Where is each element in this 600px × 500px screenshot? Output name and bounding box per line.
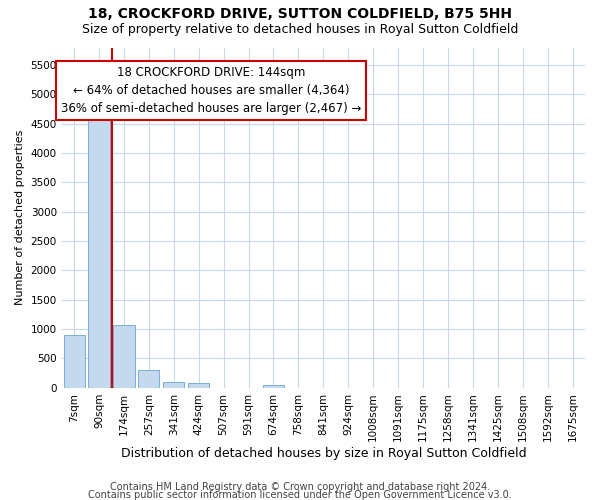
Bar: [163, 382, 184, 388]
Bar: [138, 370, 160, 388]
Bar: [88, 118, 110, 388]
X-axis label: Distribution of detached houses by size in Royal Sutton Coldfield: Distribution of detached houses by size …: [121, 447, 526, 460]
Text: Size of property relative to detached houses in Royal Sutton Coldfield: Size of property relative to detached ho…: [82, 22, 518, 36]
Bar: [263, 384, 284, 388]
Bar: [64, 335, 85, 388]
Text: 18, CROCKFORD DRIVE, SUTTON COLDFIELD, B75 5HH: 18, CROCKFORD DRIVE, SUTTON COLDFIELD, B…: [88, 8, 512, 22]
Y-axis label: Number of detached properties: Number of detached properties: [15, 130, 25, 306]
Bar: [188, 383, 209, 388]
Text: 18 CROCKFORD DRIVE: 144sqm
← 64% of detached houses are smaller (4,364)
36% of s: 18 CROCKFORD DRIVE: 144sqm ← 64% of deta…: [61, 66, 361, 115]
Bar: [113, 325, 134, 388]
Text: Contains public sector information licensed under the Open Government Licence v3: Contains public sector information licen…: [88, 490, 512, 500]
Text: Contains HM Land Registry data © Crown copyright and database right 2024.: Contains HM Land Registry data © Crown c…: [110, 482, 490, 492]
